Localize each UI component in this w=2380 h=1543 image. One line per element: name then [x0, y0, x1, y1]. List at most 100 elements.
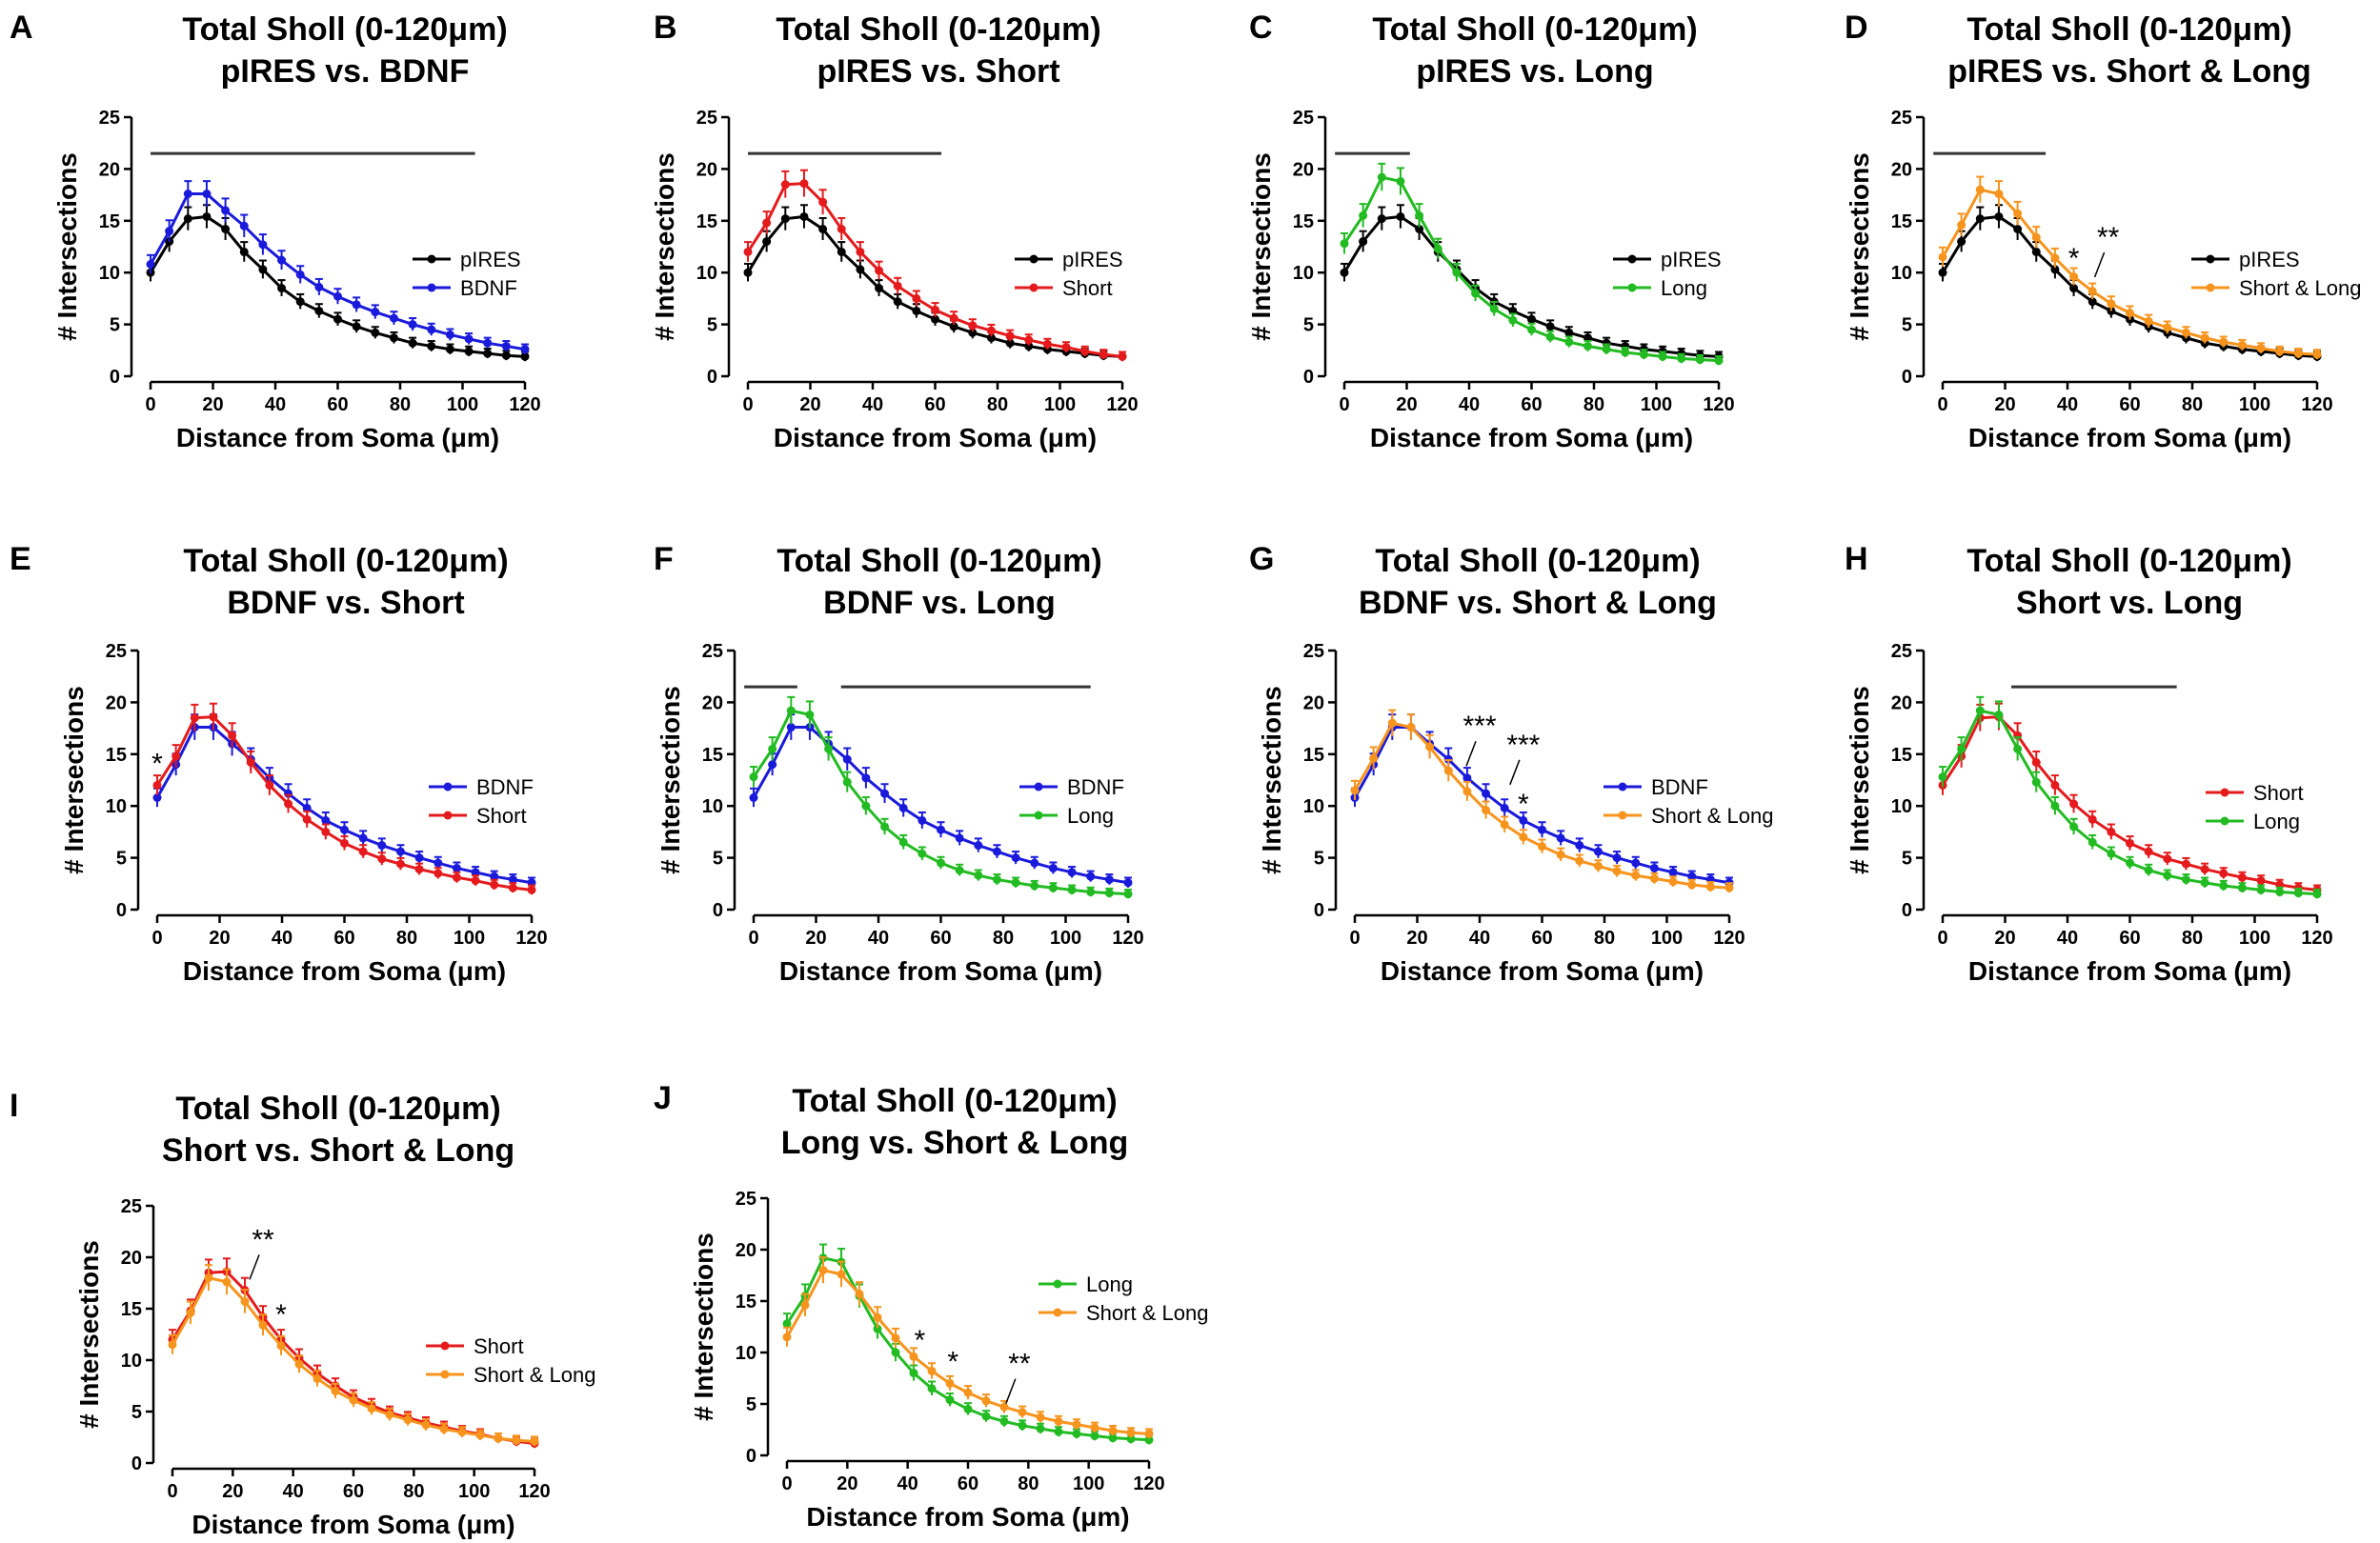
data-point	[749, 792, 758, 802]
series-short-long	[1350, 709, 1734, 893]
data-point	[2013, 209, 2023, 218]
data-point	[749, 772, 758, 782]
y-tick-label: 20	[99, 159, 120, 180]
data-point	[782, 1333, 792, 1342]
data-point	[762, 237, 772, 247]
y-tick-label: 15	[121, 1299, 142, 1320]
y-tick-label: 10	[702, 796, 723, 817]
data-point	[1067, 885, 1077, 894]
chart-title-line2: Long vs. Short & Long	[781, 1125, 1129, 1161]
data-point	[152, 792, 162, 802]
data-point	[2275, 347, 2285, 356]
x-tick-label: 120	[1133, 1473, 1164, 1494]
y-tick-label: 0	[1314, 900, 1324, 921]
data-point	[471, 876, 480, 886]
data-point	[873, 1313, 882, 1322]
data-point	[427, 341, 436, 351]
x-tick-label: 80	[2182, 394, 2203, 415]
data-point	[743, 247, 753, 256]
y-tick-label: 0	[1902, 900, 1912, 921]
data-point	[228, 731, 237, 740]
series-long	[1340, 162, 1724, 366]
data-point	[1054, 1416, 1063, 1426]
y-tick-label: 0	[1902, 367, 1912, 388]
panel-letter: I	[10, 1088, 18, 1124]
x-tick-label: 20	[222, 1481, 243, 1502]
legend-label: Long	[1067, 804, 1114, 828]
data-point	[508, 874, 517, 884]
data-point	[277, 255, 287, 265]
data-point	[421, 1420, 431, 1430]
series-short-long	[1938, 175, 2322, 360]
data-point	[389, 313, 398, 323]
y-axis-label: # Intersections	[1845, 152, 1874, 341]
data-point	[786, 706, 796, 715]
data-point	[1649, 863, 1659, 872]
data-point	[464, 347, 474, 356]
y-tick-label: 10	[121, 1351, 142, 1372]
data-point	[333, 314, 342, 324]
y-tick-label: 20	[1891, 692, 1912, 713]
data-point	[799, 211, 809, 221]
x-tick-label: 60	[1521, 394, 1542, 415]
data-point	[1677, 354, 1686, 364]
data-point	[1489, 304, 1499, 313]
data-point	[1144, 1435, 1154, 1445]
data-point	[837, 247, 846, 256]
x-tick-label: 0	[1937, 394, 1947, 415]
data-point	[221, 206, 231, 215]
x-tick-label: 40	[868, 928, 889, 949]
x-tick-label: 120	[518, 1481, 550, 1502]
data-point	[912, 293, 921, 303]
data-point	[1938, 268, 1947, 277]
panel-letter: G	[1249, 541, 1274, 577]
x-tick-label: 60	[343, 1481, 364, 1502]
y-tick-label: 10	[1303, 796, 1324, 817]
data-point	[992, 874, 1001, 884]
data-point	[1556, 850, 1565, 859]
panel-letter: H	[1845, 541, 1868, 577]
x-tick-label: 20	[209, 928, 230, 949]
data-point	[1126, 1428, 1136, 1437]
x-tick-label: 40	[272, 928, 292, 949]
panel-C: C Total Sholl (0-120μm) pIRES vs. Long 0 5 10…	[1246, 10, 1735, 452]
data-point	[955, 833, 964, 843]
data-point	[2144, 866, 2153, 875]
data-point	[2293, 889, 2303, 898]
data-point	[1350, 786, 1360, 795]
y-tick-label: 15	[1891, 211, 1912, 232]
data-point	[2031, 247, 2041, 256]
data-point	[183, 190, 192, 199]
y-tick-label: 0	[110, 367, 120, 388]
legend-label: Short & Long	[474, 1363, 595, 1387]
data-point	[768, 744, 777, 753]
legend-label: BDNF	[476, 775, 534, 799]
data-point	[1668, 877, 1678, 887]
data-point	[818, 1266, 828, 1275]
x-axis-label: Distance from Soma (μm)	[183, 956, 506, 986]
data-point	[974, 871, 983, 880]
data-point	[1593, 861, 1603, 871]
data-point	[968, 328, 978, 337]
data-point	[1340, 268, 1349, 277]
x-axis-label: Distance from Soma (μm)	[1381, 956, 1704, 986]
x-tick-label: 120	[1106, 394, 1138, 415]
data-point	[2237, 872, 2247, 882]
chart-title-line2: BDNF vs. Short	[227, 585, 464, 621]
x-tick-label: 100	[1641, 394, 1672, 415]
data-point	[265, 780, 274, 790]
data-point	[1072, 1420, 1081, 1430]
y-axis-label: # Intersections	[689, 1232, 718, 1421]
panel-letter: C	[1249, 10, 1273, 46]
data-point	[893, 297, 902, 307]
x-axis-label: Distance from Soma (μm)	[774, 423, 1097, 452]
x-tick-label: 20	[1406, 928, 1427, 949]
data-point	[1080, 347, 1090, 356]
data-point	[780, 214, 790, 224]
x-tick-label: 60	[2119, 928, 2140, 949]
data-point	[1377, 172, 1386, 182]
data-point	[490, 872, 499, 881]
x-tick-label: 40	[283, 1481, 304, 1502]
data-point	[2088, 837, 2097, 847]
x-tick-label: 20	[1994, 928, 2015, 949]
